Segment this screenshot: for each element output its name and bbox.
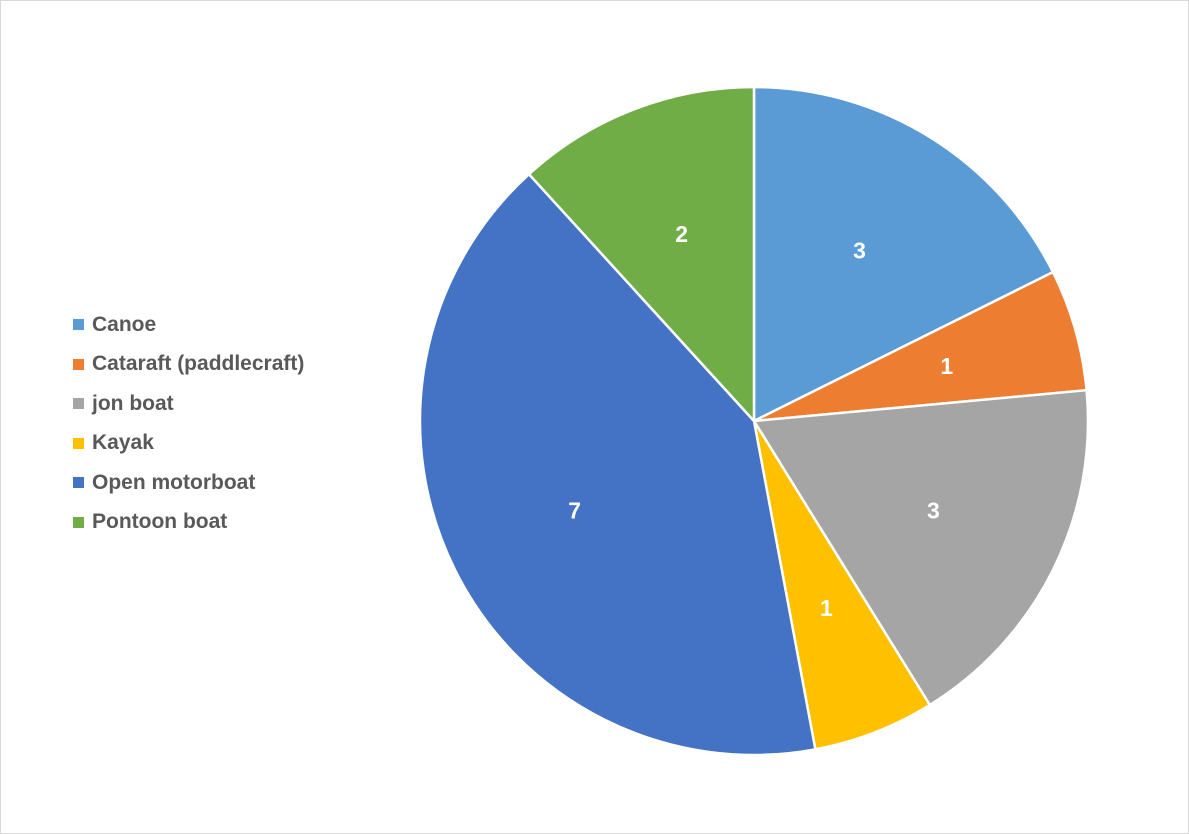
- legend-swatch-kayak: [73, 437, 84, 449]
- data-label-canoe: 3: [853, 238, 866, 264]
- legend-item-open-motorboat: Open motorboat: [73, 463, 304, 503]
- pie-slice-cataraft: [752, 270, 1088, 423]
- legend-label-jon-boat: jon boat: [92, 391, 174, 415]
- pie-data-labels: 3 1 3 1 7 2: [568, 221, 953, 621]
- legend-swatch-pontoon-boat: [73, 516, 84, 528]
- legend-item-jon-boat: jon boat: [73, 384, 304, 424]
- legend-item-canoe: Canoe: [73, 305, 304, 345]
- legend-swatch-jon-boat: [73, 398, 84, 410]
- legend-label-cataraft: Cataraft (paddlecraft): [92, 352, 305, 376]
- legend-label-canoe: Canoe: [92, 312, 157, 336]
- legend-label-pontoon-boat: Pontoon boat: [92, 510, 228, 534]
- pie-slice-jon-boat: [752, 388, 1090, 707]
- pie-slice-pontoon-boat: [527, 85, 756, 423]
- legend: Canoe Cataraft (paddlecraft) jon boat Ka…: [73, 305, 304, 542]
- legend-swatch-cataraft: [73, 358, 84, 370]
- legend-label-kayak: Kayak: [92, 431, 154, 455]
- legend-item-cataraft: Cataraft (paddlecraft): [73, 345, 304, 385]
- data-label-open-motorboat: 7: [568, 497, 581, 523]
- legend-swatch-canoe: [73, 319, 84, 331]
- pie-slice-canoe: [752, 85, 1055, 423]
- legend-item-pontoon-boat: Pontoon boat: [73, 503, 304, 543]
- legend-swatch-open-motorboat: [73, 477, 84, 489]
- data-label-cataraft: 1: [940, 353, 953, 379]
- legend-label-open-motorboat: Open motorboat: [92, 470, 256, 494]
- data-label-pontoon-boat: 2: [675, 221, 688, 247]
- pie-slice-open-motorboat: [418, 172, 817, 757]
- pie-slices: [418, 85, 1090, 757]
- legend-item-kayak: Kayak: [73, 424, 304, 464]
- data-label-kayak: 1: [820, 595, 833, 621]
- pie-slice-kayak: [752, 419, 932, 751]
- data-label-jon-boat: 3: [927, 497, 940, 523]
